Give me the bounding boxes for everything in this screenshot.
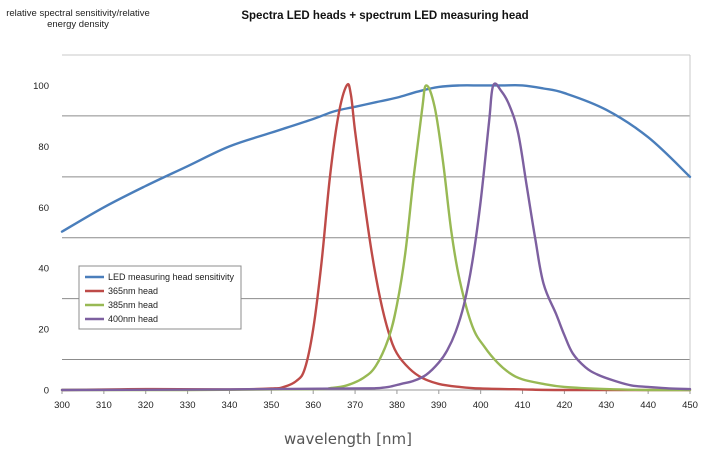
legend-box — [78, 265, 242, 330]
y-tick-label-40: 40 — [38, 264, 49, 275]
x-tick-label-380: 380 — [389, 400, 405, 411]
x-tick-label-440: 440 — [640, 400, 656, 411]
series-line-3 — [60, 82, 692, 392]
x-tick-label-350: 350 — [263, 400, 279, 411]
x-tick-label-400: 400 — [473, 400, 489, 411]
series-line-0 — [60, 84, 692, 233]
x-tick-label-430: 430 — [598, 400, 614, 411]
x-tick-label-340: 340 — [222, 400, 238, 411]
legend-label-0: LED measuring head sensitivity — [108, 272, 235, 282]
legend-label-2: 385nm head — [108, 300, 158, 310]
series-lines — [60, 82, 692, 392]
x-tick-label-390: 390 — [431, 400, 447, 411]
x-tick-label-330: 330 — [180, 400, 196, 411]
x-axis-ticks: 300 310 320 330 340 350 360 370 380 390 400 410 420 4… — [54, 390, 698, 411]
x-tick-label-310: 310 — [96, 400, 112, 411]
y-tick-label-100: 100 — [33, 81, 49, 92]
chart-title: Spectra LED heads + spectrum LED measuri… — [241, 10, 528, 22]
series-line-1 — [60, 82, 692, 392]
y-tick-label-20: 20 — [38, 325, 49, 336]
x-tick-label-410: 410 — [515, 400, 531, 411]
x-tick-label-370: 370 — [347, 400, 363, 411]
x-tick-label-420: 420 — [556, 400, 572, 411]
y-axis-ticks: 0 20 40 60 80 100 — [33, 81, 49, 397]
y-axis-label-line-2: energy density — [47, 19, 109, 30]
legend-items: LED measuring head sensitivity 365nm head… — [85, 272, 235, 324]
x-tick-label-300: 300 — [54, 400, 70, 411]
x-axis-label: wavelength [nm] — [284, 430, 412, 448]
x-tick-label-450: 450 — [682, 400, 698, 411]
y-axis-label-line-1: relative spectral sensitivity/relative — [6, 8, 150, 19]
y-tick-label-80: 80 — [38, 142, 49, 153]
y-tick-label-0: 0 — [44, 386, 49, 397]
series-line-2 — [60, 84, 692, 392]
x-tick-label-320: 320 — [138, 400, 154, 411]
legend: LED measuring head sensitivity 365nm head… — [78, 265, 242, 330]
legend-label-3: 400nm head — [108, 314, 158, 324]
legend-label-1: 365nm head — [108, 286, 158, 296]
y-tick-label-60: 60 — [38, 203, 49, 214]
x-tick-label-360: 360 — [305, 400, 321, 411]
